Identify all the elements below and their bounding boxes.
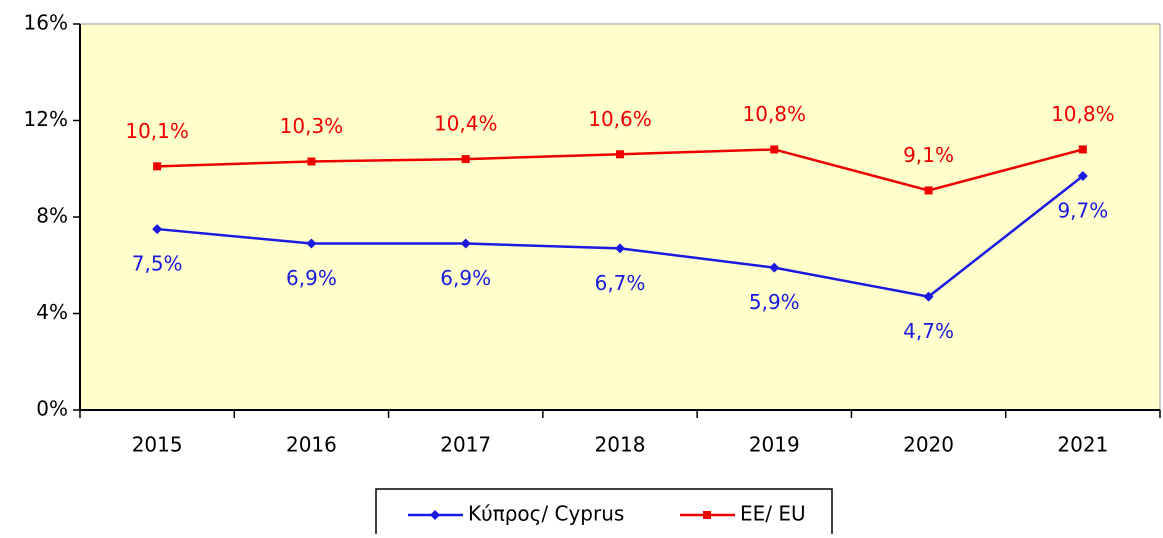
data-label: 7,5% — [132, 252, 183, 276]
x-tick-label: 2017 — [440, 433, 491, 457]
x-tick-label: 2020 — [903, 433, 954, 457]
x-tick-label: 2015 — [132, 433, 183, 457]
data-label: 9,1% — [903, 143, 954, 167]
x-tick-label: 2019 — [749, 433, 800, 457]
marker — [153, 162, 162, 171]
data-label: 6,9% — [440, 266, 491, 290]
marker — [615, 243, 625, 254]
data-label: 6,7% — [595, 271, 646, 295]
y-tick-label: 4% — [36, 300, 68, 324]
marker — [770, 145, 779, 154]
x-tick-label: 2018 — [595, 433, 646, 457]
marker — [152, 224, 163, 235]
data-label: 6,9% — [286, 266, 337, 290]
plot-area — [79, 23, 1161, 411]
y-tick-label: 0% — [36, 397, 68, 421]
legend-marker — [430, 510, 440, 520]
marker — [616, 150, 624, 159]
data-label: 9,7% — [1057, 198, 1108, 222]
marker — [461, 155, 470, 164]
marker — [923, 291, 934, 302]
y-tick-label: 8% — [36, 204, 68, 228]
marker — [460, 238, 471, 249]
legend-box — [375, 488, 833, 538]
data-label: 10,1% — [125, 119, 189, 143]
data-label: 5,9% — [749, 290, 800, 314]
marker — [307, 157, 316, 166]
data-label: 10,3% — [280, 114, 344, 138]
x-tick-label: 2016 — [286, 433, 337, 457]
data-label: 10,4% — [434, 112, 498, 136]
y-tick-label: 12% — [24, 107, 68, 131]
marker — [924, 186, 933, 195]
data-label: 4,7% — [903, 319, 954, 343]
marker — [1077, 170, 1088, 181]
y-tick-label: 16% — [24, 11, 68, 35]
legend-marker — [703, 511, 711, 519]
marker — [1078, 145, 1087, 154]
marker — [306, 238, 317, 249]
legend-label: Κύπρος/ Cyprus — [468, 502, 624, 526]
data-label: 10,8% — [1051, 102, 1115, 126]
marker — [769, 262, 780, 273]
data-label: 10,6% — [588, 107, 652, 131]
data-label: 10,8% — [743, 102, 807, 126]
x-tick-label: 2021 — [1057, 433, 1108, 457]
legend-label: ΕΕ/ EU — [740, 502, 806, 526]
